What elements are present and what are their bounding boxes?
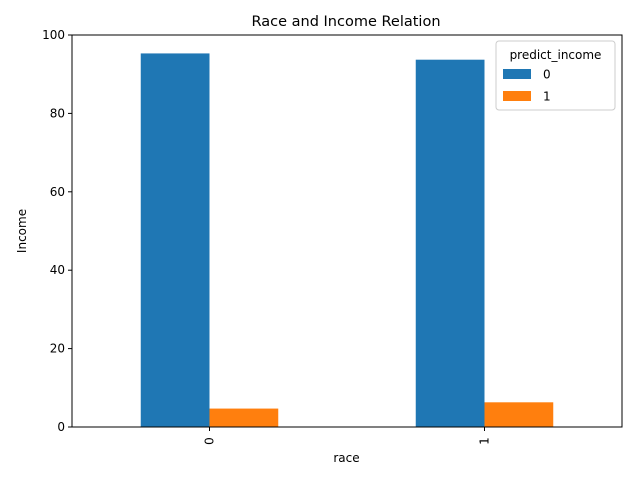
- x-axis-label: race: [333, 451, 359, 465]
- y-axis-label: Income: [15, 209, 29, 253]
- bars-group: [140, 53, 554, 428]
- plot-frame: [71, 34, 623, 428]
- bar-series-1-race-1: [484, 402, 554, 427]
- bar-series-0-race-1: [415, 59, 485, 428]
- y-tick-label: 20: [50, 342, 65, 356]
- y-tick-label: 80: [50, 106, 65, 120]
- y-tick-label: 60: [50, 185, 65, 199]
- bar-series-1-race-0: [209, 408, 279, 427]
- y-axis: 0 20 40 60 80 100: [42, 28, 72, 434]
- y-tick-label: 0: [57, 420, 65, 434]
- legend-label-0: 0: [543, 68, 551, 82]
- chart-title: Race and Income Relation: [251, 14, 440, 30]
- y-tick-label: 100: [42, 28, 65, 42]
- x-tick-label: 1: [478, 437, 492, 445]
- y-tick-label: 40: [50, 263, 65, 277]
- legend-label-1: 1: [543, 90, 551, 104]
- bar-series-0-race-0: [140, 53, 210, 427]
- x-tick-label: 0: [203, 437, 217, 445]
- legend-swatch-1: [503, 91, 531, 101]
- legend-title: predict_income: [510, 48, 602, 62]
- legend-swatch-0: [503, 69, 531, 79]
- legend: predict_income 0 1: [495, 40, 616, 111]
